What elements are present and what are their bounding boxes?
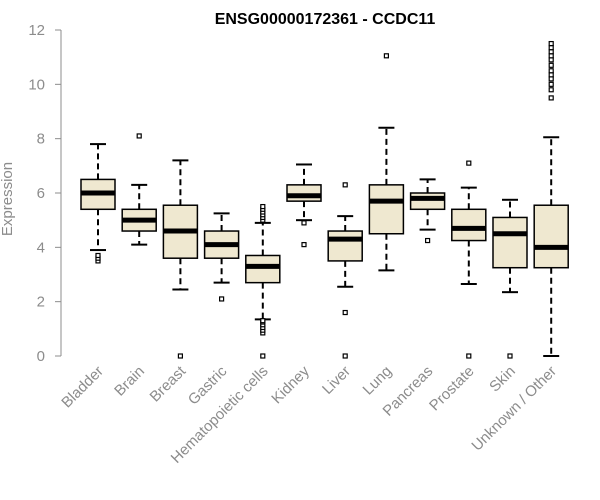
outlier-point bbox=[548, 49, 554, 55]
outlier-point bbox=[383, 53, 389, 59]
outlier-point bbox=[548, 76, 554, 82]
x-category-label: Liver bbox=[319, 363, 354, 398]
x-category-label: Prostate bbox=[426, 363, 478, 415]
outlier-point bbox=[466, 160, 472, 166]
outlier-point bbox=[548, 40, 554, 47]
iqr-box bbox=[286, 184, 322, 202]
box-group bbox=[492, 198, 528, 359]
y-tick-label: 6 bbox=[37, 185, 45, 202]
outlier-point bbox=[260, 353, 266, 359]
y-axis-title: Expression bbox=[0, 162, 16, 236]
box-group bbox=[409, 178, 446, 244]
outlier-point bbox=[548, 68, 554, 74]
box-group bbox=[245, 203, 281, 359]
y-axis: 0 2 4 6 8 10 12 bbox=[28, 22, 62, 365]
outlier-point bbox=[342, 353, 348, 359]
x-category-label: Bladder bbox=[58, 363, 107, 412]
outlier-point bbox=[136, 133, 142, 139]
chart-title: ENSG00000172361 - CCDC11 bbox=[215, 11, 436, 28]
y-tick-label: 8 bbox=[37, 131, 45, 148]
outlier-point bbox=[260, 203, 266, 210]
box-group bbox=[162, 159, 199, 359]
box-group bbox=[121, 133, 157, 246]
iqr-box bbox=[533, 204, 569, 269]
box-group bbox=[533, 40, 569, 357]
x-category-label: Lung bbox=[360, 363, 396, 399]
outlier-point bbox=[260, 318, 266, 324]
x-category-label: Kidney bbox=[268, 362, 313, 407]
outlier-point bbox=[342, 309, 348, 316]
outlier-point bbox=[548, 57, 554, 63]
y-tick-label: 2 bbox=[37, 294, 45, 311]
y-tick-label: 0 bbox=[37, 348, 45, 365]
iqr-box bbox=[327, 230, 363, 262]
x-category-label: Breast bbox=[147, 362, 190, 405]
iqr-box bbox=[451, 208, 487, 242]
outlier-point bbox=[219, 296, 225, 302]
iqr-box bbox=[492, 216, 528, 269]
box-group bbox=[451, 160, 487, 359]
outlier-point bbox=[177, 353, 183, 359]
y-tick-label: 10 bbox=[28, 76, 45, 93]
outlier-point bbox=[425, 237, 431, 244]
outlier-point bbox=[548, 81, 554, 87]
box-group bbox=[368, 53, 405, 272]
outlier-point bbox=[301, 220, 307, 226]
box-group bbox=[203, 212, 240, 302]
outlier-point bbox=[548, 45, 554, 51]
outlier-point bbox=[548, 72, 554, 78]
outlier-point bbox=[301, 242, 307, 248]
x-category-label: Skin bbox=[486, 363, 519, 396]
outlier-point bbox=[548, 62, 554, 68]
outlier-point bbox=[342, 182, 348, 188]
x-category-label: Brain bbox=[111, 363, 148, 400]
iqr-box bbox=[409, 192, 446, 211]
outlier-point bbox=[548, 53, 554, 59]
outlier-point bbox=[95, 252, 101, 259]
iqr-box bbox=[368, 184, 405, 235]
box-group bbox=[286, 163, 322, 248]
box-group bbox=[80, 143, 116, 264]
outlier-point bbox=[548, 87, 554, 93]
plot-area bbox=[80, 40, 569, 359]
outlier-point bbox=[507, 353, 513, 359]
outlier-point bbox=[466, 353, 472, 359]
outlier-point bbox=[548, 95, 554, 101]
y-tick-label: 4 bbox=[37, 239, 45, 256]
box-group bbox=[327, 182, 363, 359]
iqr-box bbox=[245, 254, 281, 284]
y-tick-label: 12 bbox=[28, 22, 45, 39]
